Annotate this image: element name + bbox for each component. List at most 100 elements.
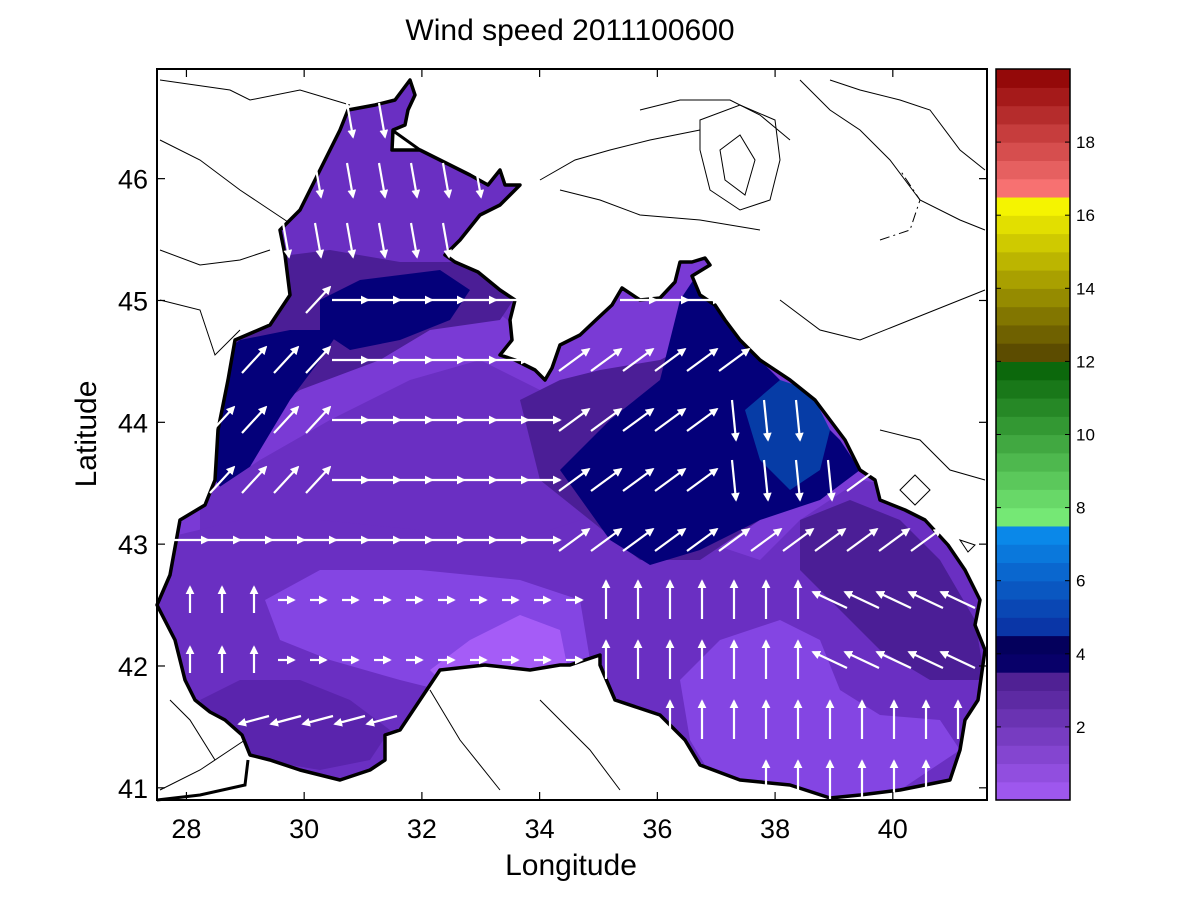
contour-line [159, 139, 301, 231]
colorbar-band [996, 343, 1070, 362]
contour-line [899, 474, 931, 506]
contour-line [169, 699, 216, 761]
wind-arrow [814, 527, 847, 552]
wind-arrow [730, 459, 740, 502]
colorbar-band [996, 270, 1070, 289]
wind-arrow [558, 407, 591, 432]
wind-arrow [718, 347, 751, 372]
colorbar-band [996, 726, 1070, 746]
wind-arrow [558, 527, 591, 552]
wind-arrow [305, 405, 332, 434]
contour-line [539, 699, 621, 791]
wind-arrow [878, 527, 911, 552]
x-tick-label: 32 [407, 814, 437, 844]
colorbar-band [996, 123, 1070, 143]
colorbar-band [996, 142, 1070, 161]
contour-line [799, 79, 986, 231]
wind-arrow [826, 459, 836, 502]
y-axis-label: Latitude [70, 381, 103, 488]
contour-line [779, 289, 986, 341]
colorbar-tick-label: 2 [1076, 718, 1085, 737]
region-caucasus-max [745, 380, 830, 490]
wind-arrow [273, 405, 300, 434]
wind-arrow [794, 459, 804, 502]
wind-arrow [846, 527, 879, 552]
wind-arrow [313, 222, 325, 259]
land-contour-lines [159, 79, 986, 791]
wind-arrow [622, 467, 655, 492]
wind-arrow [875, 591, 912, 609]
region-caucasus-coast [560, 270, 860, 565]
wind-arrow [558, 467, 591, 492]
wind-arrow [305, 285, 332, 314]
wind-arrow [654, 467, 687, 492]
wind-arrow [686, 407, 719, 432]
colorbar-band [996, 672, 1070, 691]
wind-arrow [622, 347, 655, 372]
wind-arrow [843, 591, 880, 609]
colorbar-tick-label: 10 [1076, 426, 1095, 445]
colorbar-band [996, 379, 1070, 399]
colorbar-band [996, 69, 1070, 88]
wind-vectors [172, 102, 976, 799]
wind-arrow [730, 399, 740, 442]
wind-arrow [622, 527, 655, 552]
wind-arrow [654, 347, 687, 372]
contour-line [539, 129, 701, 181]
colorbar-tick-label: 18 [1076, 133, 1095, 152]
wind-arrow [558, 347, 591, 372]
y-tick-label: 41 [118, 774, 148, 804]
wind-arrow [939, 651, 976, 669]
colorbar-band [996, 562, 1070, 582]
colorbar-band [996, 507, 1070, 527]
wind-arrow [654, 407, 687, 432]
wind-arrow [686, 467, 719, 492]
colorbar-band [996, 87, 1070, 107]
region-crimea-sw-band [320, 270, 470, 350]
wind-arrow [377, 162, 389, 199]
colorbar-band [996, 196, 1070, 216]
contour-line [429, 689, 501, 791]
colorbar-band [996, 781, 1070, 801]
colorbar-band [996, 708, 1070, 728]
colorbar-band [996, 306, 1070, 326]
colorbar-band [996, 544, 1070, 564]
contour-line [159, 299, 241, 356]
colorbar-tick-label: 14 [1076, 279, 1095, 298]
wind-arrow [281, 222, 293, 259]
contour-line [159, 249, 271, 266]
wind-arrow [377, 222, 389, 259]
wind-arrow [273, 345, 300, 374]
x-tick-label: 30 [289, 814, 319, 844]
wind-arrow [305, 345, 332, 374]
wind-arrow [811, 651, 848, 669]
wind-arrow [762, 459, 772, 502]
wind-arrow [811, 591, 848, 609]
wind-arrow [409, 222, 421, 259]
plot-frame [156, 68, 988, 801]
colorbar-band [996, 434, 1070, 454]
contour-line [559, 189, 761, 231]
wind-arrow [237, 714, 270, 727]
colorbar-band [996, 105, 1070, 125]
chart-title: Wind speed 2011100600 [405, 14, 734, 47]
wind-arrow [313, 162, 325, 199]
wind-arrow [762, 399, 772, 442]
y-tick-label: 44 [118, 408, 148, 438]
contour-line [958, 539, 976, 553]
wind-arrow [441, 162, 453, 199]
wind-arrow [622, 407, 655, 432]
wind-arrow [843, 651, 880, 669]
colorbar-tick-label: 16 [1076, 206, 1095, 225]
wind-arrow [907, 651, 944, 669]
y-axis: 41 42 43 44 45 46 [118, 165, 987, 804]
colorbar-ticks: 2 4 6 8 10 12 14 16 18 [996, 133, 1095, 737]
wind-arrow [782, 527, 815, 552]
colorbar-band [996, 763, 1070, 783]
colorbar-tick-label: 12 [1076, 352, 1095, 371]
x-tick-label: 34 [525, 814, 555, 844]
colorbar-band [996, 525, 1070, 545]
wind-arrow [939, 591, 976, 609]
wind-arrow [654, 527, 687, 552]
